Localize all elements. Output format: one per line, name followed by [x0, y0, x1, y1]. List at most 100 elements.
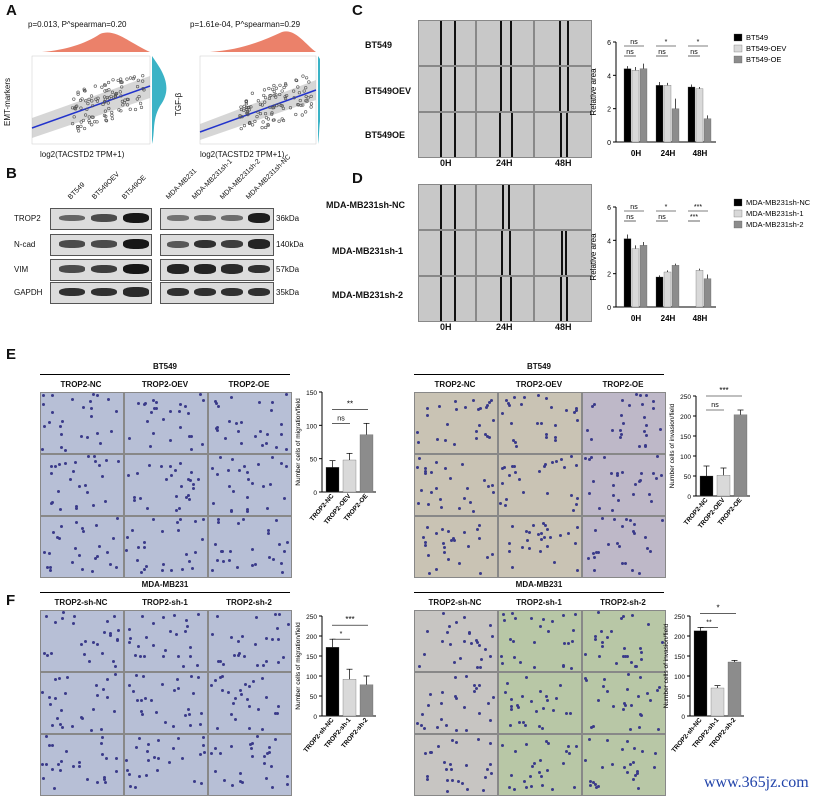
cell-dot: [283, 549, 287, 553]
cell-dot: [101, 687, 105, 691]
cell-dot: [217, 660, 221, 664]
transwell-image: [208, 610, 292, 672]
cell-dot: [520, 403, 524, 407]
cell-dot: [59, 433, 63, 437]
cell-dot: [584, 652, 588, 656]
scatter-point: [87, 119, 91, 123]
cell-dot: [144, 774, 148, 778]
cell-dot: [615, 542, 619, 546]
cell-dot: [593, 635, 597, 639]
cell-dot: [258, 429, 262, 433]
cell-dot: [448, 643, 452, 647]
cell-dot: [554, 439, 558, 443]
blot-strip-right: [160, 282, 274, 304]
cell-dot: [134, 785, 138, 789]
y-tick-label: 0: [607, 140, 611, 147]
cell-dot: [417, 664, 421, 668]
cell-dot: [538, 689, 542, 693]
scatter-point: [278, 92, 282, 97]
scatter-point: [110, 117, 114, 121]
cell-dot: [168, 438, 172, 442]
cell-dot: [651, 472, 655, 476]
cell-dot: [51, 411, 55, 415]
wound-edge: [509, 231, 511, 275]
cell-dot: [443, 439, 447, 443]
cell-dot: [239, 692, 243, 696]
cell-dot: [236, 429, 240, 433]
cell-dot: [127, 641, 131, 645]
c-col-24h: 24H: [496, 158, 513, 168]
transwell-image: [414, 454, 498, 516]
cell-dot: [162, 615, 166, 619]
cell-dot: [60, 525, 64, 529]
y-tick-label: 2: [607, 272, 611, 279]
cell-dot: [214, 769, 218, 773]
cell-dot: [191, 692, 195, 696]
cell-dot: [109, 430, 113, 434]
wound-edge: [454, 185, 456, 229]
cell-dot: [425, 414, 429, 418]
cell-dot: [445, 631, 449, 635]
cell-dot: [169, 465, 173, 469]
scatter-point: [95, 99, 100, 103]
scatter-point: [119, 94, 123, 98]
scatter-point: [304, 110, 308, 114]
cell-dot: [237, 652, 241, 656]
cell-dot: [50, 768, 54, 772]
scatter-points-right: [238, 74, 314, 131]
cell-dot: [89, 406, 93, 410]
scatter-point: [88, 121, 92, 125]
cell-dot: [264, 441, 268, 445]
scatter-point: [111, 96, 116, 100]
cell-dot: [613, 518, 617, 522]
cell-dot: [461, 462, 465, 466]
y-tick-label: 100: [680, 454, 691, 461]
cell-dot: [546, 742, 550, 746]
scatter-point: [128, 107, 132, 111]
cell-dot: [510, 464, 514, 468]
cell-dot: [652, 406, 656, 410]
blot-strip-left: [50, 282, 152, 304]
cell-dot: [202, 751, 206, 755]
cell-dot: [53, 620, 57, 624]
cell-dot: [658, 686, 662, 690]
cell-dot: [589, 437, 593, 441]
transwell-image: [40, 672, 124, 734]
blot-strip-left: [50, 234, 152, 256]
cell-dot: [483, 478, 487, 482]
blot-strip-left: [50, 208, 152, 230]
cell-dot: [58, 507, 62, 511]
cell-dot: [507, 401, 511, 405]
cell-dot: [54, 465, 58, 469]
c-col-48h: 48H: [555, 158, 572, 168]
cell-dot: [574, 463, 578, 467]
cell-dot: [538, 624, 542, 628]
c-col-0h: 0H: [440, 158, 452, 168]
kda-trop2: 36kDa: [276, 214, 300, 223]
transwell-image: [498, 610, 582, 672]
transwell-image: [582, 610, 666, 672]
scatter-point: [297, 91, 301, 95]
cell-dot: [267, 555, 271, 559]
category-label: 48H: [693, 314, 708, 323]
scatter-point: [114, 91, 118, 96]
scatter-point: [245, 111, 249, 115]
cell-dot: [132, 495, 136, 499]
wound-edge: [440, 67, 442, 111]
scatter-point: [272, 118, 276, 122]
cell-dot: [545, 694, 549, 698]
cell-dot: [135, 746, 139, 750]
cell-dot: [253, 435, 257, 439]
cell-dot: [174, 633, 178, 637]
cell-dot: [164, 478, 168, 482]
scatter-point: [85, 107, 89, 111]
cell-dot: [189, 478, 193, 482]
cell-dot: [80, 715, 84, 719]
sig-label: ***: [719, 386, 728, 395]
scatter-point: [272, 83, 276, 88]
cell-dot: [538, 758, 542, 762]
cell-dot: [566, 532, 570, 536]
cell-dot: [491, 418, 495, 422]
cell-dot: [96, 693, 100, 697]
cell-dot: [462, 705, 466, 709]
